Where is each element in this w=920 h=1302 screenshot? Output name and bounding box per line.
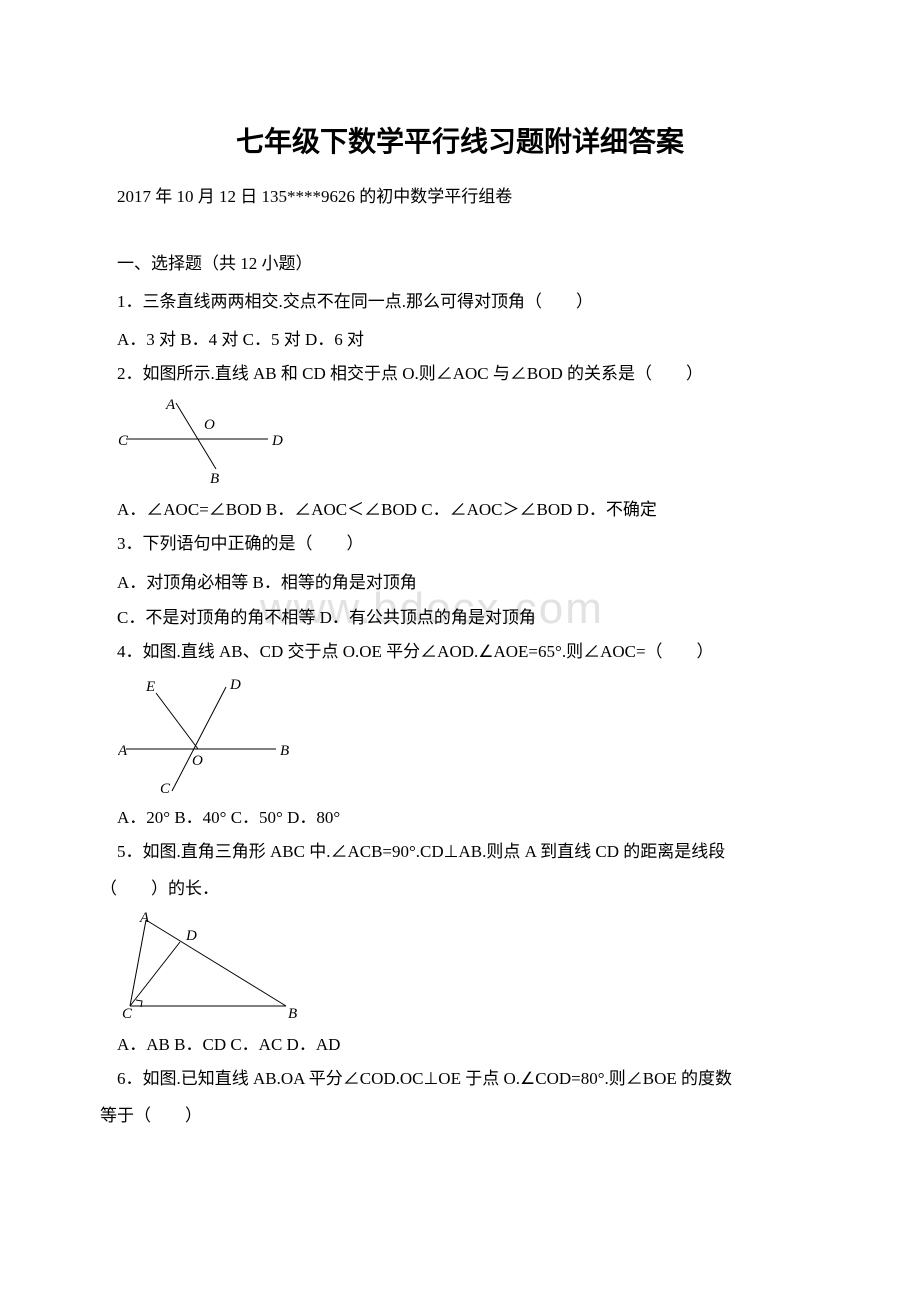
q4-svg: A B O E D C — [118, 675, 298, 795]
question-2-options: A．∠AOC=∠BOD B．∠AOC＜∠BOD C．∠AOC＞∠BOD D．不确… — [100, 495, 820, 520]
q3-text: 3．下列语句中正确的是 — [117, 534, 296, 553]
question-4-options: A．20° B．40° C．50° D．80° — [100, 803, 820, 828]
question-1-stem: 1．三条直线两两相交.交点不在同一点.那么可得对顶角（ ） — [100, 288, 820, 315]
document-content: 七年级下数学平行线习题附详细答案 2017 年 10 月 12 日 135***… — [100, 120, 820, 1130]
q5-blank: （ ） — [100, 879, 168, 898]
question-5-stem-cont: （ ）的长． — [100, 875, 820, 902]
svg-text:A: A — [118, 743, 128, 759]
svg-text:O: O — [192, 753, 203, 769]
svg-text:A: A — [165, 397, 176, 413]
section-header: 一、选择题（共 12 小题） — [100, 249, 820, 274]
svg-text:D: D — [185, 928, 197, 944]
question-5-figure: A C B D — [118, 912, 820, 1022]
q2-blank: （ ） — [635, 364, 703, 383]
svg-text:C: C — [160, 781, 171, 795]
question-5-options: A．AB B．CD C．AC D．AD — [100, 1030, 820, 1055]
question-1-options: A．3 对 B．4 对 C．5 对 D．6 对 — [100, 325, 820, 350]
q3-blank: （ ） — [296, 534, 364, 553]
question-3-stem: 3．下列语句中正确的是（ ） — [100, 530, 820, 557]
question-2-stem: 2．如图所示.直线 AB 和 CD 相交于点 O.则∠AOC 与∠BOD 的关系… — [100, 360, 820, 387]
svg-text:O: O — [204, 417, 215, 433]
q2-svg: A B C D O — [118, 397, 288, 487]
q5-text-a: 5．如图.直角三角形 ABC 中.∠ACB=90°.CD⊥AB.则点 A 到直线… — [117, 842, 725, 861]
q4-blank: （ ） — [646, 642, 714, 661]
q2-text: 2．如图所示.直线 AB 和 CD 相交于点 O.则∠AOC 与∠BOD 的关系… — [117, 364, 635, 383]
question-2-figure: A B C D O — [118, 397, 820, 487]
question-3-options-b: C．不是对顶角的角不相等 D．有公共顶点的角是对顶角 — [100, 603, 820, 628]
q6-text-b: 等于 — [100, 1106, 134, 1125]
svg-text:B: B — [288, 1006, 297, 1022]
svg-text:D: D — [271, 433, 283, 449]
svg-text:C: C — [122, 1006, 133, 1022]
question-6-stem: 6．如图.已知直线 AB.OA 平分∠COD.OC⊥OE 于点 O.∠COD=8… — [100, 1065, 820, 1092]
q6-blank: （ ） — [134, 1106, 202, 1125]
question-3-options-a: A．对顶角必相等 B．相等的角是对顶角 — [100, 568, 820, 593]
q4-text: 4．如图.直线 AB、CD 交于点 O.OE 平分∠AOD.∠AOE=65°.则… — [117, 642, 646, 661]
document-subtitle: 2017 年 10 月 12 日 135****9626 的初中数学平行组卷 — [100, 182, 820, 207]
svg-text:B: B — [280, 743, 289, 759]
question-4-stem: 4．如图.直线 AB、CD 交于点 O.OE 平分∠AOD.∠AOE=65°.则… — [100, 638, 820, 665]
svg-text:A: A — [139, 912, 150, 926]
q1-text: 1．三条直线两两相交.交点不在同一点.那么可得对顶角 — [117, 292, 525, 311]
page: www.bdocx.com 七年级下数学平行线习题附详细答案 2017 年 10… — [0, 0, 920, 1302]
svg-text:D: D — [229, 677, 241, 693]
q6-text-a: 6．如图.已知直线 AB.OA 平分∠COD.OC⊥OE 于点 O.∠COD=8… — [117, 1069, 732, 1088]
svg-text:C: C — [118, 433, 129, 449]
q1-blank: （ ） — [525, 292, 593, 311]
question-6-stem-cont: 等于（ ） — [100, 1102, 820, 1129]
document-title: 七年级下数学平行线习题附详细答案 — [100, 120, 820, 160]
svg-text:B: B — [210, 471, 219, 487]
question-5-stem: 5．如图.直角三角形 ABC 中.∠ACB=90°.CD⊥AB.则点 A 到直线… — [100, 838, 820, 865]
q5-text-b: 的长． — [168, 879, 219, 898]
q5-svg: A C B D — [118, 912, 308, 1022]
svg-text:E: E — [145, 679, 155, 695]
question-4-figure: A B O E D C — [118, 675, 820, 795]
